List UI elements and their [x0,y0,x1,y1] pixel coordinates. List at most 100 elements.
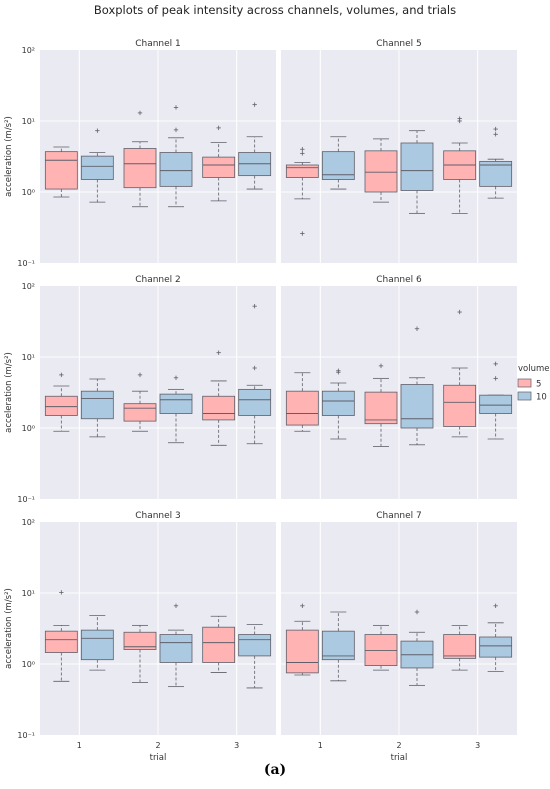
box-trial-2-volume-10 [400,326,434,446]
panel-channel-5: Channel 5 [281,39,517,263]
box-trial-3-volume-5 [202,125,236,202]
box-trial-2-volume-5 [364,138,398,203]
panel-title: Channel 3 [135,511,181,521]
flier-point [59,372,64,378]
box-trial-2-volume-10 [159,603,193,688]
box-iqr [44,395,78,416]
box-trial-2-volume-10 [400,609,434,686]
figure-caption: (a) [263,762,287,778]
box-iqr [238,634,272,657]
box-trial-3-volume-10 [479,126,513,199]
box-trial-2-volume-5 [123,372,157,432]
panel-channel-6: Channel 6 [281,275,517,499]
panel-channel-7: Channel 7 1 2 3 trial [281,511,517,763]
x-tick-label: 3 [475,741,480,750]
box-trial-1-volume-5 [44,372,78,432]
box-iqr [123,403,157,422]
flier-point [173,127,179,133]
box-trial-1-volume-5 [285,372,319,432]
box-trial-3-volume-5 [202,350,236,446]
box-trial-2-volume-10 [400,130,434,214]
box-iqr [80,390,114,420]
box-trial-1-volume-5 [285,603,319,676]
flier-point [216,125,221,131]
box-iqr [479,394,513,414]
flier-point [173,603,179,609]
box-iqr [80,155,114,180]
box-iqr [443,634,477,659]
box-trial-1-volume-10 [80,615,114,671]
box-iqr [285,164,319,178]
x-tick-label: 1 [77,741,82,750]
legend-label: 10 [536,393,547,403]
box-iqr [123,148,157,189]
flier-point [493,376,498,381]
x-tick-label: 3 [234,741,239,750]
y-axis-label: acceleration (m/s²) [4,588,14,669]
x-tick-label: 2 [155,741,160,750]
box-trial-1-volume-5 [44,146,78,198]
y-tick-label: 10⁰ [22,424,35,433]
legend-label: 5 [536,380,541,390]
box-iqr [285,629,319,674]
box-iqr [202,156,236,178]
flier-point [300,151,305,156]
y-tick-label: 10⁰ [22,660,35,669]
box-iqr [123,631,157,650]
y-axis-label: acceleration (m/s²) [4,116,14,197]
box-iqr [400,142,434,191]
y-axis-label: acceleration (m/s²) [4,352,14,433]
box-trial-3-volume-5 [443,624,477,671]
box-iqr [202,626,236,663]
flier-point [414,609,420,615]
box-trial-2-volume-10 [159,105,193,208]
panel-channel-1: Channel 1 10⁻¹ 10⁰ 10¹ 10² acceleration (m/s²… [4,39,276,268]
box-iqr [443,384,477,427]
flier-point [336,368,341,373]
figure-title: Boxplots of peak intensity across channe… [94,3,456,17]
box-trial-2-volume-10 [159,375,193,444]
box-trial-3-volume-10 [238,624,272,689]
y-tick-label: 10¹ [22,117,35,126]
box-iqr [321,151,355,180]
box-trial-3-volume-5 [443,309,477,438]
flier-point [414,326,420,331]
flier-point [173,375,179,380]
box-iqr [285,390,319,426]
box-iqr [364,391,398,425]
flier-point [216,350,221,355]
y-tick-label: 10⁰ [22,188,35,197]
flier-point [493,603,498,609]
flier-point [300,231,305,236]
box-trial-3-volume-10 [238,303,272,445]
panel-title: Channel 6 [376,275,422,285]
box-trial-1-volume-10 [321,136,355,190]
box-trial-1-volume-10 [80,378,114,438]
box-iqr [159,152,193,187]
box-trial-3-volume-5 [443,116,477,214]
flier-point [493,126,498,132]
box-trial-1-volume-10 [321,368,355,440]
flier-point [252,303,257,309]
panel-channel-2: Channel 2 10⁻¹ 10⁰ 10¹ 10² acceleration (m/s²… [4,275,276,504]
flier-point [378,363,384,369]
x-axis-label: trial [150,753,167,763]
box-trial-3-volume-10 [479,603,513,673]
flier-point [252,365,257,371]
box-trial-2-volume-5 [364,624,398,671]
y-tick-label: 10² [22,282,35,291]
box-trial-1-volume-10 [321,611,355,682]
y-tick-label: 10⁻¹ [17,731,35,740]
panel-channel-3: Channel 3 10⁻¹ 10⁰ 10¹ 10² acceleration (m/s²… [4,511,276,763]
box-iqr [44,630,78,653]
flier-point [493,132,498,137]
box-iqr [44,151,78,190]
flier-point [300,603,305,609]
y-tick-label: 10¹ [22,589,35,598]
panel-title: Channel 5 [376,39,422,49]
flier-point [457,116,462,121]
y-tick-label: 10⁻¹ [17,259,35,268]
flier-point [137,110,143,116]
box-iqr [159,393,193,414]
